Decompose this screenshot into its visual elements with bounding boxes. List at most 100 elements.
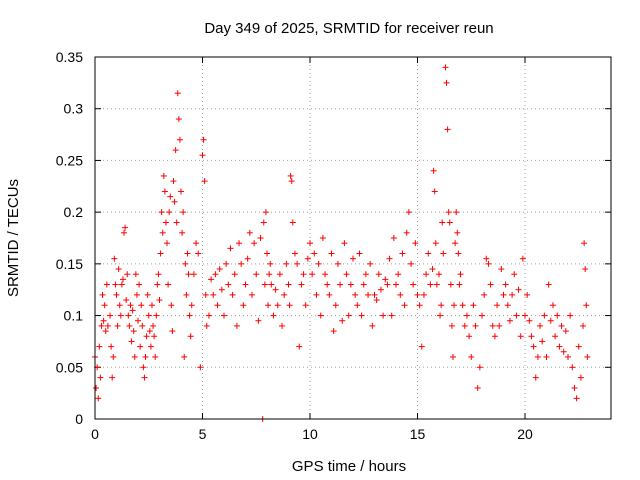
data-point (187, 333, 194, 340)
data-point (470, 302, 477, 309)
data-point (440, 250, 447, 257)
data-point (584, 353, 591, 360)
data-point (369, 322, 376, 329)
data-point (430, 167, 437, 174)
data-point (268, 281, 275, 288)
data-point (111, 255, 118, 262)
data-point (577, 374, 584, 381)
x-tick-label: 5 (199, 426, 207, 442)
data-point (513, 312, 520, 319)
data-point (451, 302, 458, 309)
data-point (151, 333, 158, 340)
data-point (142, 353, 149, 360)
data-point (159, 229, 166, 236)
y-tick-label: 0.1 (64, 308, 84, 324)
data-point (165, 281, 172, 288)
y-tick-label: 0.05 (56, 359, 83, 375)
data-point (534, 353, 541, 360)
data-point (274, 302, 281, 309)
data-point (311, 250, 318, 257)
data-point (317, 312, 324, 319)
data-point (144, 291, 151, 298)
data-point (197, 364, 204, 371)
data-point (242, 281, 249, 288)
data-point (186, 312, 193, 319)
data-point (174, 90, 181, 97)
x-axis-label: GPS time / hours (292, 458, 406, 475)
y-tick-label: 0.25 (56, 152, 83, 168)
data-point (573, 395, 580, 402)
data-point (328, 250, 335, 257)
data-point (236, 240, 243, 247)
data-point (371, 291, 378, 298)
data-point (97, 374, 104, 381)
data-point (251, 240, 258, 247)
data-point (418, 343, 425, 350)
data-point (558, 322, 565, 329)
data-point (511, 271, 518, 278)
data-point (288, 178, 295, 185)
data-point (556, 343, 563, 350)
data-point (386, 255, 393, 262)
data-point (461, 322, 468, 329)
data-point (399, 250, 406, 257)
data-point (157, 250, 164, 257)
data-point (459, 302, 466, 309)
data-point (442, 64, 449, 71)
data-point (463, 312, 470, 319)
data-point (210, 291, 217, 298)
data-point (380, 312, 387, 319)
data-point (294, 260, 301, 267)
data-point (208, 276, 215, 283)
data-point (161, 188, 168, 195)
data-point (562, 328, 569, 335)
data-point (200, 136, 207, 143)
data-point (448, 322, 455, 329)
data-point (107, 312, 114, 319)
data-point (101, 302, 108, 309)
data-point (231, 271, 238, 278)
data-point (350, 255, 356, 262)
data-point (412, 240, 419, 247)
data-point (337, 281, 344, 288)
data-point (121, 229, 128, 236)
data-point (225, 281, 232, 288)
data-point (313, 291, 320, 298)
data-point (218, 286, 225, 293)
data-point (162, 219, 169, 226)
data-point (567, 312, 574, 319)
x-tick-label: 15 (410, 426, 426, 442)
data-point (188, 302, 195, 309)
data-point (403, 229, 410, 236)
data-point (519, 255, 526, 262)
data-point (565, 353, 571, 360)
data-point (491, 333, 498, 340)
data-point (122, 224, 129, 231)
data-point (173, 219, 180, 226)
data-point (110, 353, 117, 360)
data-point (185, 271, 192, 278)
data-point (152, 353, 159, 360)
data-point (291, 250, 298, 257)
data-point (170, 178, 177, 185)
data-point (446, 219, 453, 226)
data-point (283, 260, 290, 267)
data-point (141, 374, 148, 381)
data-point (437, 312, 444, 319)
data-point (261, 281, 268, 288)
data-point (246, 229, 253, 236)
data-point (146, 328, 153, 335)
data-point (279, 322, 286, 329)
data-point (100, 317, 107, 324)
data-point (569, 364, 576, 371)
data-point (172, 147, 179, 154)
data-point (190, 271, 197, 278)
data-point (455, 250, 462, 257)
data-point (454, 229, 461, 236)
data-point (393, 281, 399, 288)
data-point (244, 255, 251, 262)
data-point (148, 302, 155, 309)
x-tick-label: 20 (517, 426, 533, 442)
data-point (214, 302, 221, 309)
data-point (150, 322, 157, 329)
